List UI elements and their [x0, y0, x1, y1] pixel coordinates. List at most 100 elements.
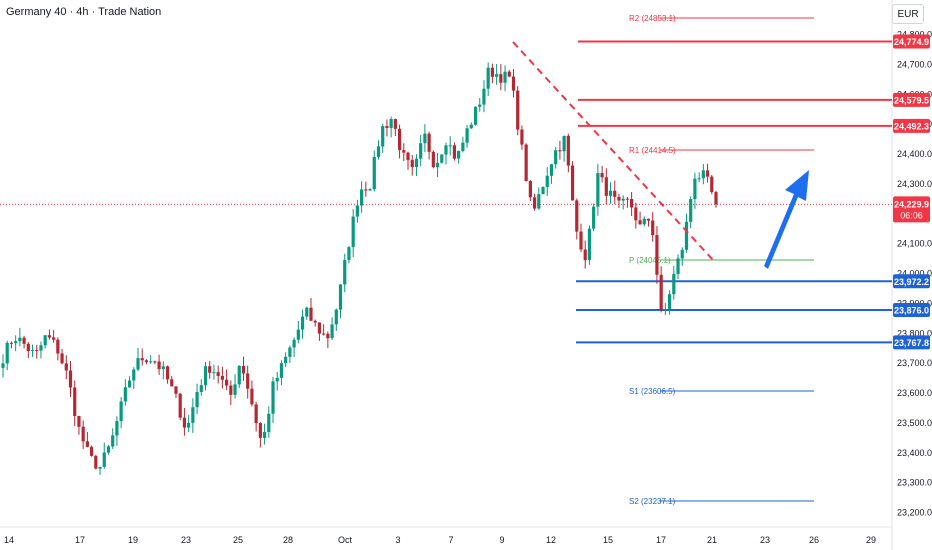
candle-body: [284, 356, 288, 364]
candle-body: [676, 258, 680, 274]
candle-body: [132, 369, 136, 381]
candle-body: [94, 455, 98, 469]
candle-body: [187, 422, 191, 428]
candle-body: [524, 144, 528, 181]
time-tick-label: 28: [283, 535, 293, 545]
candle-body: [73, 387, 77, 417]
price-tick-label: 23,800.0: [897, 328, 932, 338]
candle-body: [393, 119, 397, 129]
resistance-price-tag: [893, 34, 930, 49]
candle-body: [583, 249, 587, 261]
candle-body: [376, 146, 381, 157]
candle-body: [258, 423, 262, 438]
candle-body: [52, 337, 56, 340]
candle-body: [115, 421, 119, 436]
candle-body: [397, 128, 402, 151]
candle-body: [313, 320, 317, 323]
candle-body: [140, 358, 144, 361]
candle-body: [516, 90, 520, 130]
candle-body: [317, 322, 322, 334]
candle-body: [212, 372, 216, 374]
candle-body: [385, 126, 389, 128]
price-tick-label: 24,700.0: [897, 59, 932, 69]
candle-body: [326, 333, 330, 339]
candle-body: [136, 358, 140, 370]
candle-body: [587, 228, 592, 261]
candle-body: [127, 380, 132, 388]
candle-body: [372, 156, 376, 190]
time-tick-label: 9: [499, 535, 504, 545]
candle-body: [414, 158, 419, 168]
candle-body: [693, 178, 697, 200]
time-tick-label: 23: [181, 535, 191, 545]
countdown-label: 06:06: [900, 210, 923, 220]
candle-body: [351, 216, 355, 248]
time-tick-label: 19: [128, 535, 138, 545]
candle-body: [292, 339, 296, 348]
candle-body: [360, 189, 364, 206]
candle-body: [465, 128, 469, 143]
candle-body: [288, 347, 292, 357]
candle-body: [541, 186, 545, 195]
candle-body: [111, 435, 115, 447]
candle-body: [309, 307, 313, 321]
candle-body: [89, 446, 94, 456]
candle-body: [697, 178, 701, 180]
time-tick-label: 3: [395, 535, 400, 545]
time-tick-label: 17: [75, 535, 85, 545]
candle-body: [250, 388, 254, 405]
candle-body: [486, 67, 490, 89]
candle-body: [161, 366, 165, 370]
candle-body: [701, 170, 705, 179]
support-price-label: 23,767.8: [894, 338, 929, 348]
price-tick-label: 23,400.0: [897, 448, 932, 458]
candle-body: [149, 361, 153, 363]
candle-body: [478, 104, 482, 107]
pivot-label-s1: S1 (23606.5): [629, 387, 676, 396]
candle-body: [435, 162, 440, 168]
support-price-tag: [893, 274, 930, 289]
candle-body: [457, 150, 461, 159]
candle-body: [604, 177, 608, 196]
candle-body: [566, 135, 570, 166]
candle-body: [343, 259, 347, 285]
candle-body: [355, 205, 359, 217]
candle-body: [237, 365, 241, 385]
candle-body: [203, 366, 208, 386]
candle-body: [503, 71, 507, 83]
candle-body: [246, 373, 250, 389]
support-price-label: 23,876.0: [894, 306, 929, 316]
candle-body: [271, 381, 275, 414]
candle-body: [182, 417, 187, 428]
candle-body: [334, 309, 338, 325]
candle-body: [106, 446, 111, 453]
candle-body: [684, 221, 689, 250]
time-tick-label: 21: [707, 535, 717, 545]
candle-body: [296, 329, 300, 340]
time-tick-label: 25: [233, 535, 243, 545]
time-tick-label: 7: [448, 535, 453, 545]
candle-body: [579, 231, 583, 250]
candle-body: [600, 173, 604, 178]
resistance-price-tag: [893, 118, 930, 133]
candle-body: [305, 307, 309, 317]
candle-body: [47, 335, 52, 338]
candle-body: [655, 235, 659, 275]
candle-body: [444, 145, 448, 155]
candle-body: [440, 154, 444, 163]
candle-body: [26, 343, 30, 352]
candle-body: [364, 189, 368, 191]
candle-body: [208, 366, 212, 373]
bullish-arrow: [764, 170, 809, 269]
candle-body: [9, 342, 14, 344]
candle-body: [511, 76, 516, 91]
candle-body: [389, 119, 393, 128]
price-tick-label: 24,300.0: [897, 179, 932, 189]
candle-body: [153, 361, 157, 363]
candle-body: [646, 218, 651, 221]
support-price-label: 23,972.2: [894, 277, 929, 287]
candle-body: [448, 145, 452, 147]
candle-body: [233, 384, 237, 395]
candle-body: [630, 198, 634, 208]
time-tick-label: Oct: [338, 535, 353, 545]
